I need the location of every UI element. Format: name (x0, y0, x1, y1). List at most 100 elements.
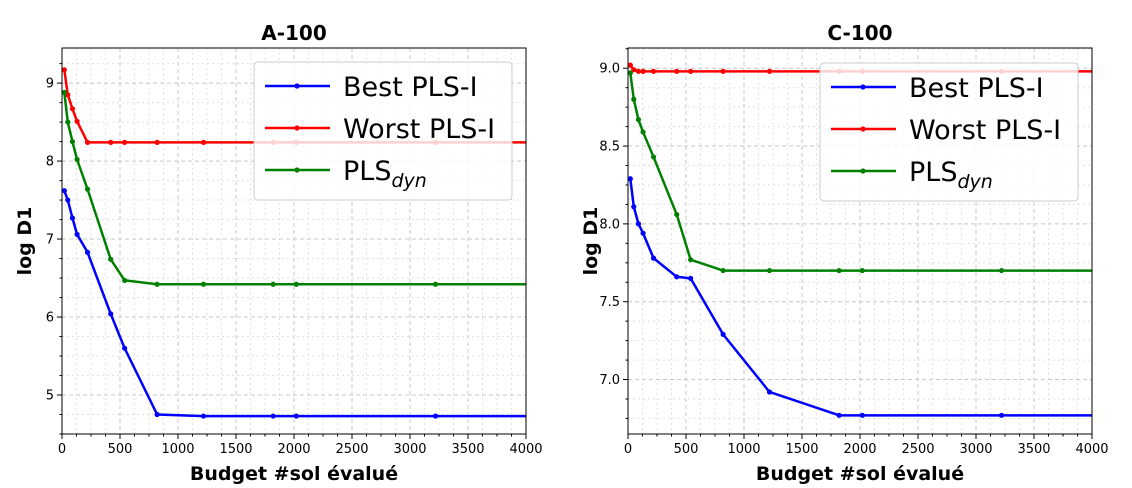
legend-label: Worst PLS-I (343, 114, 495, 145)
series-1 (61, 188, 526, 419)
data-point (631, 67, 637, 73)
x-tick-label: 4000 (509, 442, 542, 457)
data-point (61, 188, 67, 194)
y-tick-label: 9 (46, 77, 54, 92)
data-point (640, 230, 646, 236)
data-point (122, 139, 128, 145)
data-point (69, 215, 76, 221)
y-axis-label: log D1 (14, 207, 36, 276)
x-tick-label: 1500 (785, 442, 818, 457)
legend-box (253, 61, 513, 201)
data-point (720, 68, 726, 74)
x-tick-label: 2000 (843, 442, 876, 457)
data-point (69, 106, 76, 112)
legend-entry-2: Worst PLS-I (265, 114, 495, 145)
legend-label-subscript: dyn (391, 170, 426, 192)
data-point (154, 411, 160, 418)
data-point (688, 257, 694, 263)
data-point (108, 139, 114, 145)
x-axis-label: Budget #sol évalué (190, 463, 398, 485)
data-point (836, 412, 842, 418)
data-point (998, 267, 1005, 274)
legend-label: PLSdyn (343, 156, 427, 192)
y-tick-label: 7.5 (599, 295, 620, 310)
legend-label: PLSdyn (909, 157, 993, 193)
data-point (69, 138, 76, 145)
x-tick-label: 500 (108, 442, 133, 457)
data-point (200, 413, 207, 419)
chart-panel-1: 0 500 1000 1500 2000 2500 3000 3500 4000 5 6 7 8 9 A-1… (14, 21, 543, 485)
legend-swatch-marker (294, 167, 300, 173)
x-tick-label: 1000 (161, 442, 194, 457)
series-3 (61, 89, 526, 287)
data-point (627, 70, 633, 76)
data-point (200, 281, 207, 287)
legend-swatch-marker (294, 125, 300, 131)
data-point (293, 281, 299, 287)
x-axis: 0 500 1000 1500 2000 2500 3000 3500 4000 (58, 434, 543, 457)
y-tick-label: 5 (46, 389, 54, 404)
x-tick-label: 3500 (1017, 442, 1050, 457)
data-point (122, 277, 128, 283)
data-point (635, 221, 642, 227)
data-point (859, 267, 865, 274)
series-line (63, 190, 526, 418)
data-point (270, 281, 276, 287)
y-axis-label: log D1 (580, 207, 602, 276)
data-point (766, 68, 773, 74)
data-point (688, 275, 694, 281)
data-point (200, 139, 207, 145)
x-tick-label: 0 (624, 442, 632, 457)
data-point (293, 413, 299, 419)
data-point (766, 389, 773, 395)
y-tick-label: 7 (46, 233, 54, 248)
x-tick-label: 2000 (277, 442, 310, 457)
data-point (836, 267, 842, 274)
data-point (635, 68, 642, 74)
data-point (998, 412, 1005, 418)
y-axis: 7.0 7.5 8.0 8.5 9.0 (599, 48, 628, 419)
data-point (720, 267, 726, 274)
y-tick-label: 8.5 (599, 140, 620, 155)
data-point (674, 274, 680, 280)
data-point (631, 204, 637, 210)
data-point (688, 68, 694, 74)
y-tick-label: 6 (46, 311, 54, 326)
legend-swatch-marker (860, 126, 866, 132)
data-point (74, 118, 80, 124)
y-tick-label: 7.0 (599, 373, 620, 388)
x-tick-label: 2500 (901, 442, 934, 457)
series-1 (627, 176, 1092, 418)
data-point (650, 255, 657, 261)
x-axis: 0 500 1000 1500 2000 2500 3000 3500 4000 (624, 434, 1109, 457)
data-point (674, 68, 680, 74)
data-point (650, 68, 657, 74)
data-point (61, 67, 67, 73)
data-point (74, 231, 80, 237)
x-tick-label: 4000 (1075, 442, 1108, 457)
x-axis-label: Budget #sol évalué (756, 463, 964, 485)
legend-label: Worst PLS-I (909, 115, 1061, 146)
x-tick-label: 1500 (219, 442, 252, 457)
x-tick-label: 3000 (959, 442, 992, 457)
legend-label-text: PLS (909, 157, 957, 188)
legend-entry-3: PLSdyn (831, 157, 993, 193)
legend-swatch-marker (860, 84, 866, 90)
legend-label-text: PLS (343, 156, 391, 187)
data-point (84, 139, 91, 145)
data-point (154, 281, 160, 287)
legend-label-subscript: dyn (957, 171, 992, 193)
data-point (674, 211, 680, 218)
data-point (627, 62, 633, 68)
data-point (74, 156, 80, 163)
legend-entry-3: PLSdyn (265, 156, 427, 192)
y-axis: 5 6 7 8 9 (46, 63, 62, 435)
legend-entry-1: Best PLS-I (265, 72, 478, 103)
legend-label-text: Worst PLS-I (909, 115, 1061, 146)
data-point (270, 413, 276, 419)
data-point (631, 96, 637, 102)
data-point (720, 331, 726, 337)
data-point (65, 119, 71, 125)
data-point (640, 129, 646, 135)
data-point (122, 345, 128, 351)
